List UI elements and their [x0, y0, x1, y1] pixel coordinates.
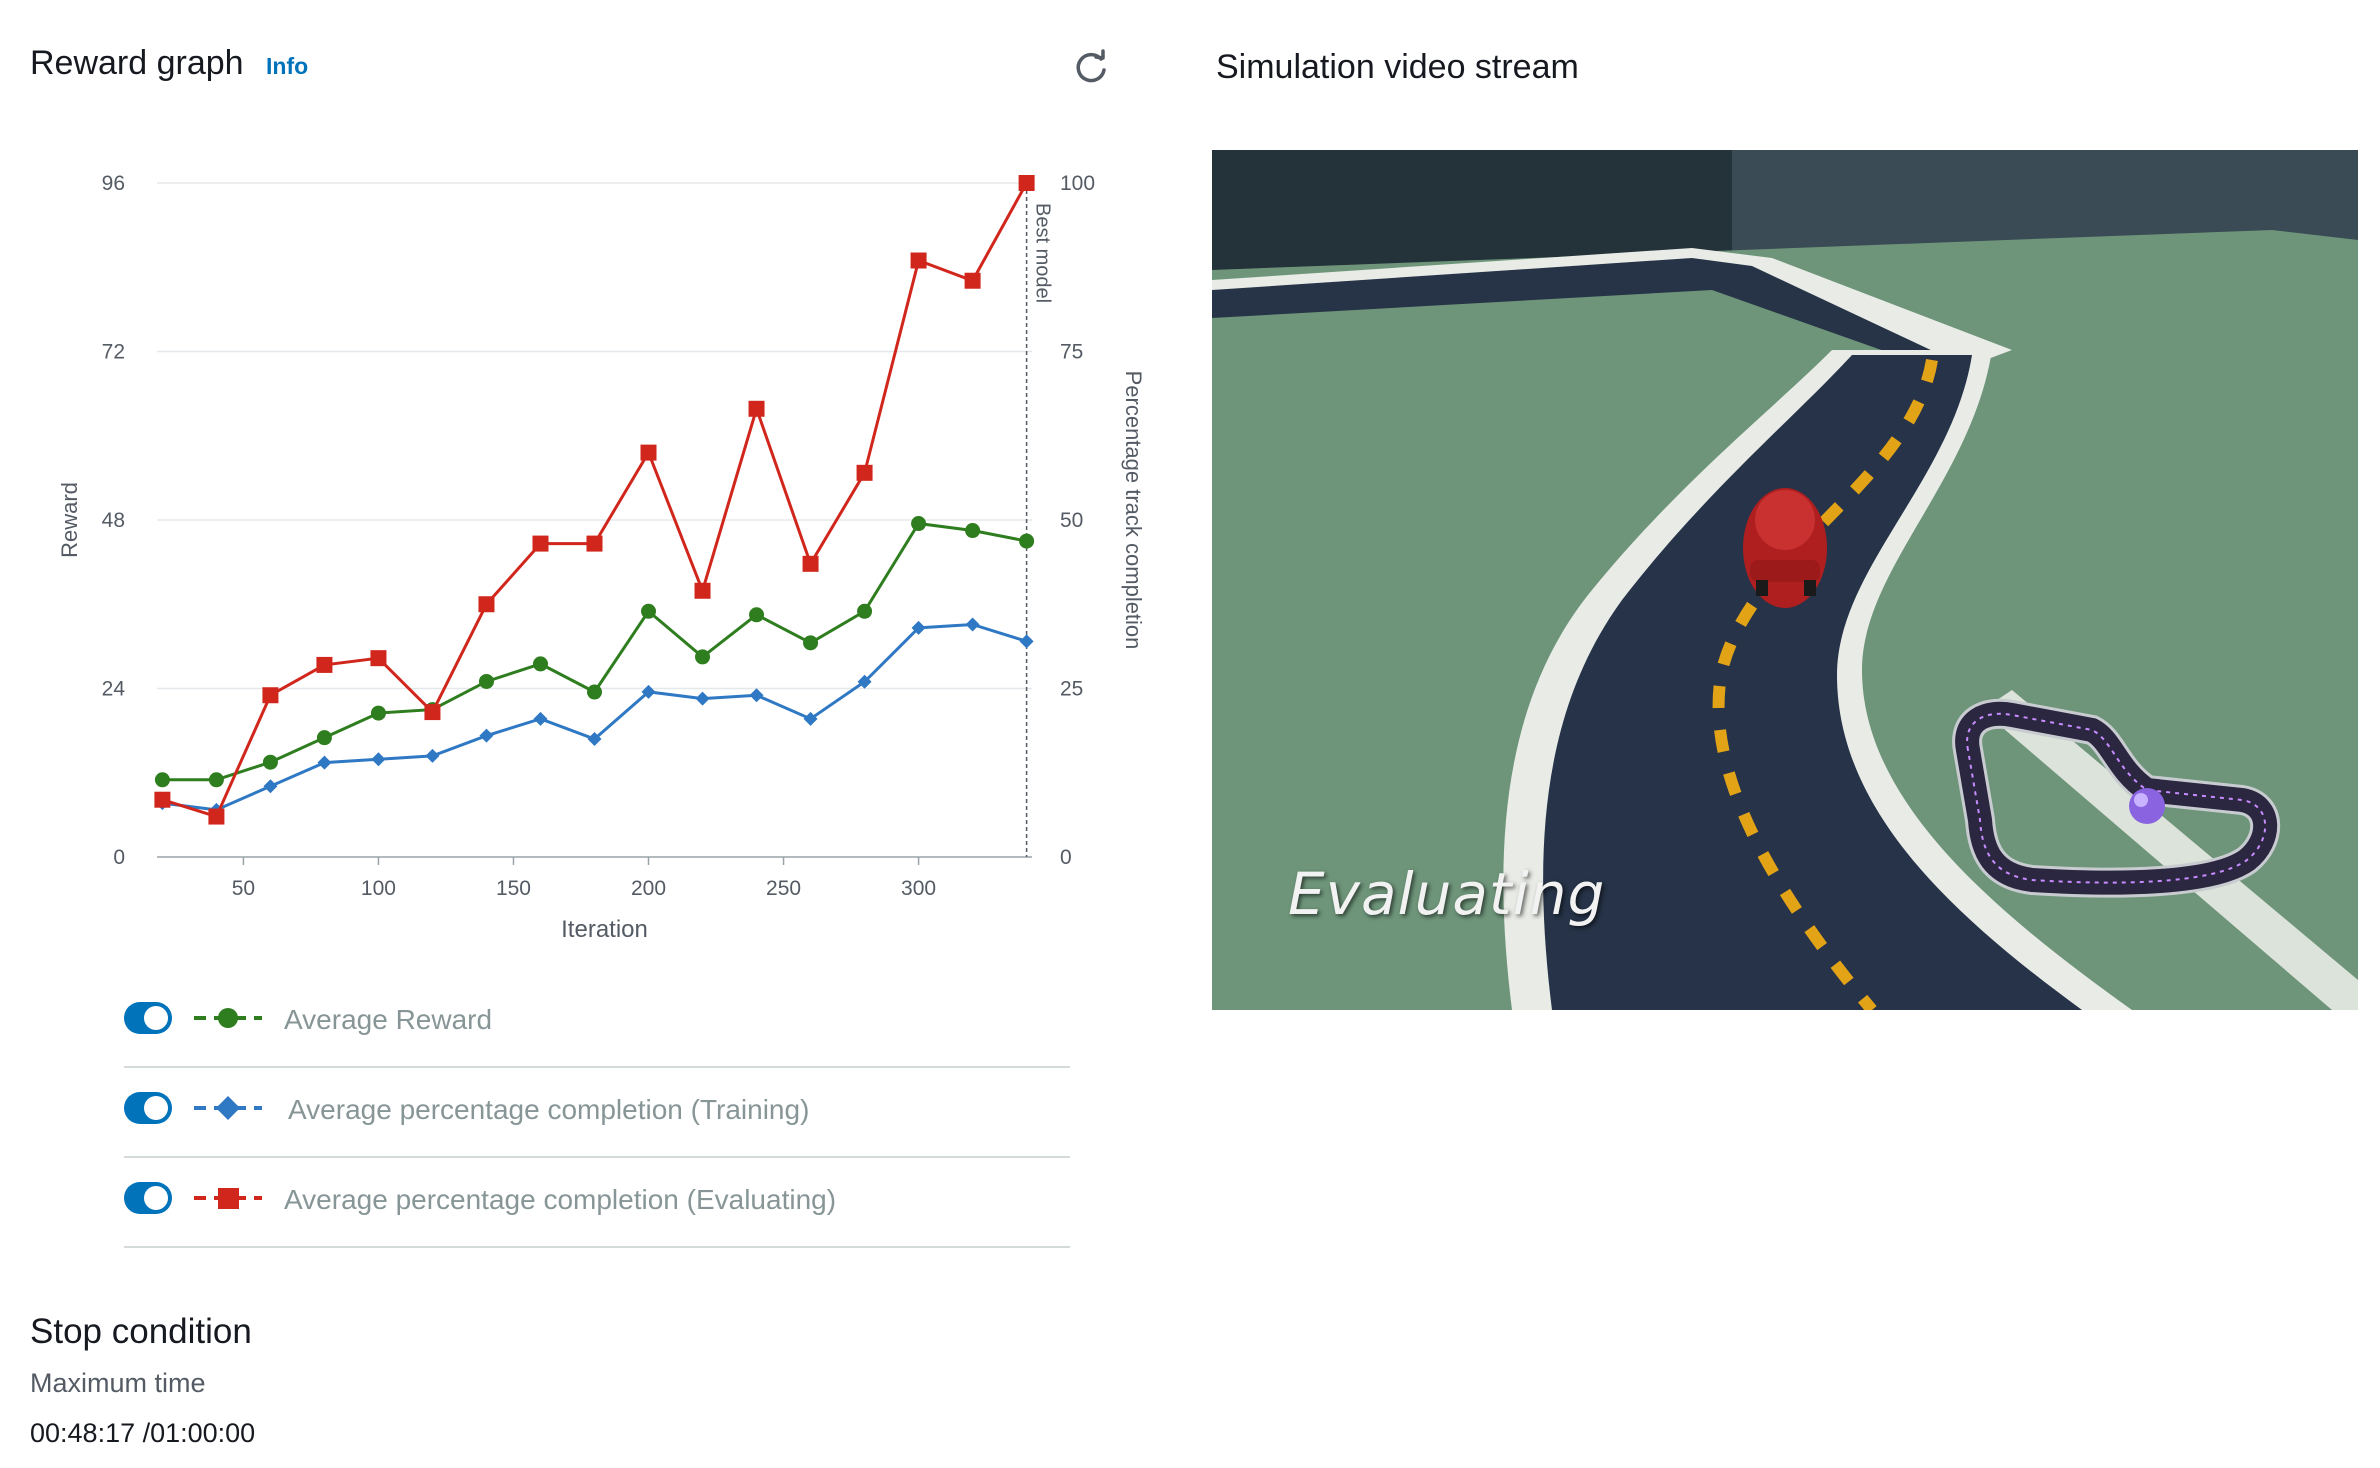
data-point	[856, 464, 873, 481]
info-link[interactable]: Info	[266, 53, 309, 79]
legend-label: Average Reward	[284, 1004, 493, 1035]
diamond-marker-icon	[194, 1096, 262, 1120]
data-point	[641, 684, 656, 699]
data-point	[316, 656, 333, 673]
legend-item-average-reward: Average Reward	[124, 976, 1070, 1068]
data-point	[208, 772, 224, 788]
data-point	[857, 603, 873, 619]
data-point	[694, 582, 711, 599]
data-point	[317, 755, 332, 770]
data-point	[695, 691, 710, 706]
data-point	[964, 272, 981, 289]
y2-tick-label: 75	[1060, 341, 1083, 364]
car-icon	[1743, 488, 1827, 608]
toggle-evaluating[interactable]	[124, 1182, 172, 1214]
data-point	[587, 732, 602, 747]
data-point	[370, 650, 387, 667]
x-tick-label: 200	[631, 877, 666, 900]
series-line	[161, 182, 1028, 819]
data-point	[424, 704, 441, 721]
reward-graph-title: Reward graph	[30, 44, 244, 82]
x-tick-label: 250	[766, 877, 801, 900]
data-point	[208, 808, 225, 825]
data-point	[911, 620, 926, 635]
data-point	[1019, 634, 1034, 649]
circle-marker-icon	[194, 1008, 262, 1028]
x-axis-label: Iteration	[561, 916, 648, 943]
data-point	[695, 649, 711, 665]
data-point	[749, 607, 765, 623]
y2-tick-label: 100	[1060, 172, 1095, 195]
data-point	[857, 674, 872, 689]
stop-condition-label: Maximum time	[30, 1368, 206, 1398]
data-point	[1018, 175, 1035, 191]
reward-graph-header: Reward graph Info	[30, 44, 308, 83]
x-tick-label: 150	[496, 877, 531, 900]
data-point	[316, 730, 332, 746]
y2-tick-label: 25	[1060, 678, 1083, 701]
data-point	[965, 617, 980, 632]
x-tick-label: 100	[361, 877, 396, 900]
data-point	[965, 523, 981, 539]
x-tick-label: 50	[232, 877, 255, 900]
data-point	[262, 754, 278, 770]
data-point	[532, 535, 549, 552]
toggle-training[interactable]	[124, 1092, 172, 1124]
square-marker-icon	[194, 1188, 262, 1209]
data-point	[262, 687, 279, 704]
legend-item-evaluating: Average percentage completion (Evaluatin…	[124, 1156, 1070, 1248]
data-point	[532, 656, 548, 672]
data-point	[803, 711, 818, 726]
legend-item-training: Average percentage completion (Training)	[124, 1066, 1070, 1158]
y-tick-label: 24	[102, 678, 126, 701]
data-point	[263, 779, 278, 794]
data-point	[425, 748, 440, 763]
video-stream-title: Simulation video stream	[1216, 48, 1579, 86]
data-point	[154, 772, 170, 788]
y-axis-label: Reward	[57, 482, 82, 558]
data-point	[533, 711, 548, 726]
data-point	[910, 252, 927, 269]
track-scene-image	[1212, 150, 2358, 1010]
data-point	[641, 603, 657, 619]
legend-label: Average percentage completion (Evaluatin…	[284, 1184, 837, 1215]
evaluating-overlay: Evaluating	[1288, 860, 1606, 928]
y-tick-label: 48	[102, 509, 125, 532]
data-point	[802, 555, 819, 572]
data-point	[478, 673, 494, 689]
stop-condition-title: Stop condition	[30, 1312, 252, 1351]
series-line	[162, 622, 1028, 812]
x-tick-label: 300	[901, 877, 936, 900]
data-point	[478, 596, 495, 613]
simulation-video[interactable]: Evaluating	[1212, 150, 2358, 1010]
data-point	[640, 444, 657, 461]
data-point	[370, 705, 386, 721]
data-point	[371, 752, 386, 767]
y-tick-label: 96	[102, 172, 125, 195]
y2-tick-label: 50	[1060, 509, 1083, 532]
data-point	[586, 535, 603, 552]
y-tick-label: 0	[113, 846, 125, 869]
data-point	[154, 791, 171, 808]
stop-condition-value: 00:48:17 /01:00:00	[30, 1418, 256, 1448]
reward-chart: 0 24 48 72 96 0 25 50 75 100 50 100 150 200 250 300 Iter…	[57, 172, 1146, 943]
data-point	[1019, 533, 1035, 549]
best-model-label: Best model	[1032, 203, 1054, 303]
toggle-average-reward[interactable]	[124, 1002, 172, 1034]
data-point	[911, 516, 927, 532]
data-point	[748, 400, 765, 417]
data-point	[803, 635, 819, 651]
data-point	[749, 688, 764, 703]
y2-axis-label: Percentage track completion	[1121, 371, 1146, 650]
data-point	[479, 728, 494, 743]
legend-label: Average percentage completion (Training)	[288, 1094, 810, 1125]
data-point	[587, 684, 602, 700]
y2-tick-label: 0	[1060, 846, 1072, 869]
minimap-icon	[1952, 698, 2281, 898]
refresh-icon[interactable]	[1070, 46, 1112, 88]
y-tick-label: 72	[102, 341, 125, 364]
